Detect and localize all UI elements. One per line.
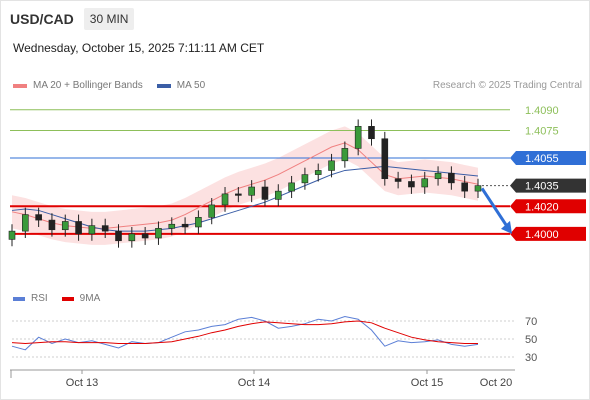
candle-body [448,172,455,184]
legend-rsi-swatch [13,296,25,301]
x-tick-label-Oct-14: Oct 14 [238,377,270,389]
rsi-tick-label-70: 70 [525,316,537,328]
candle-body [421,178,429,188]
candle-body [208,204,216,218]
candle-body [408,181,415,188]
candle-body [22,214,29,232]
candle-body [394,178,402,182]
level-label-1-4035: 1.4035 [525,181,559,193]
candle-body [288,182,295,192]
candle-body [328,160,335,171]
candle-body [8,230,16,240]
level-tag-1-4020 [510,199,586,214]
candle-body [101,225,109,232]
legend-ma50: MA 50 [156,80,206,91]
legend-9ma-label: 9MA [79,293,101,304]
legend-rsi-label: RSI [31,293,48,304]
legend-9ma-swatch [61,296,74,301]
candle-body [434,172,442,180]
rsi-tick-label-50: 50 [525,334,537,346]
candle-body [221,193,229,206]
x-tick-label-Oct-20: Oct 20 [480,377,512,389]
candle-body [75,221,82,235]
level-label-1-4090: 1.4090 [525,105,559,117]
chart-datetime: Wednesday, October 15, 2025 7:11:11 AM C… [13,41,265,55]
timeframe-badge[interactable]: 30 MIN [83,8,135,30]
forecast-arrow-head [501,220,512,234]
level-label-1-4000: 1.4000 [525,229,559,241]
candle-body [381,138,389,180]
candle-body [235,193,242,196]
candle-body [181,223,189,228]
candle-body [301,174,309,184]
level-label-1-4020: 1.4020 [525,201,559,213]
legend-ma20: MA 20 + Bollinger Bands [13,80,143,91]
candle-body [261,186,269,200]
candle-body [195,217,202,228]
candle-body [168,223,176,229]
x-tick-label-Oct-15: Oct 15 [411,377,443,389]
legend-ma50-label: MA 50 [176,80,206,91]
rsi-legend: RSI 9MA [13,293,114,304]
candle-body [115,230,122,242]
candle-body [461,182,468,192]
candle-body [354,126,362,149]
level-tag-1-4035 [510,178,586,193]
legend-9ma: 9MA [61,293,101,304]
level-label-1-4055: 1.4055 [525,153,559,165]
candle-body [61,221,69,231]
candle-body [128,233,136,242]
chart-header: USD/CAD 30 MIN [10,8,135,30]
level-tag-1-4055 [510,151,586,166]
bollinger-band [12,126,478,245]
level-label-1-4075: 1.4075 [525,125,559,137]
symbol-label: USD/CAD [10,11,74,27]
rsi-series-9ma [11,320,478,345]
candle-body [368,126,375,140]
credit-text: Research © 2025 Trading Central [432,80,582,91]
candle-body [248,186,255,196]
legend-ma20-label: MA 20 + Bollinger Bands [33,80,143,91]
rsi-tick-label-30: 30 [525,352,537,364]
x-tick-label-Oct-13: Oct 13 [66,377,98,389]
candle-body [35,214,42,221]
candle-body [341,148,349,162]
rsi-series-rsi [11,315,479,351]
price-legend: MA 20 + Bollinger Bands MA 50 [13,80,219,91]
candle-body [474,185,482,192]
candle-body [141,233,149,239]
legend-rsi: RSI [13,293,48,304]
candle-body [274,190,282,200]
candle-body [314,170,322,175]
legend-ma20-swatch [13,83,27,88]
level-tag-1-4000 [510,226,586,241]
legend-ma50-swatch [156,83,171,88]
candle-body [88,225,96,235]
forecast-arrow-shaft [480,187,510,229]
candle-body [48,219,56,231]
candle-body [155,228,162,239]
